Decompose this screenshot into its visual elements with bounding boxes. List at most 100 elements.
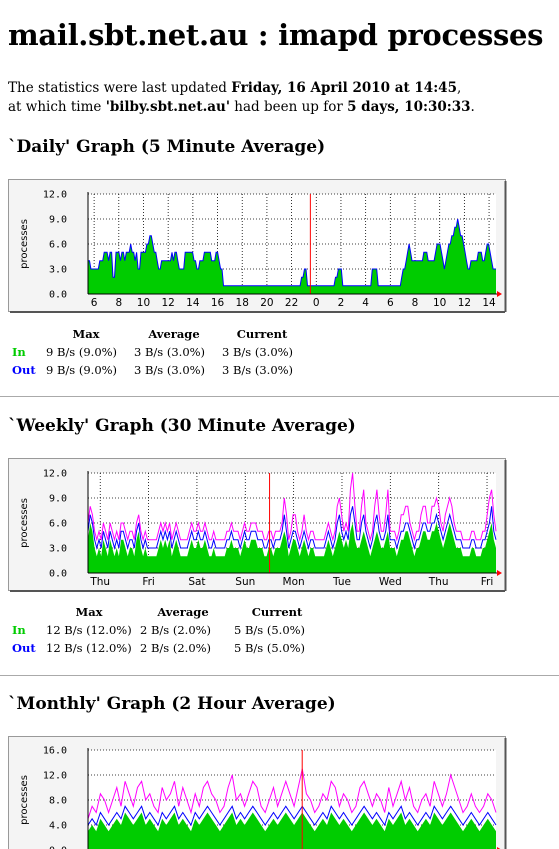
stats-in-max: 12 B/s (12.0%) (46, 623, 132, 637)
daily-stats-table: Max Average Current In 9 B/s (9.0%) 3 B/… (8, 325, 306, 379)
stats-in-average: 2 B/s (2.0%) (140, 623, 212, 637)
daily-heading: `Daily' Graph (5 Minute Average) (8, 137, 326, 157)
stats-out-current: 3 B/s (3.0%) (222, 363, 294, 377)
stats-label-out: Out (12, 363, 36, 377)
y-axis-label: processes (19, 498, 30, 548)
series-out-line (88, 218, 496, 287)
x-tick-label: Mon (283, 576, 305, 588)
x-tick-label: 12 (161, 297, 174, 309)
stats-out-max: 9 B/s (9.0%) (46, 363, 118, 377)
monthly-graph: 0.0 4.0 8.0 12.0 16.0 processes (8, 736, 507, 849)
series-max-line (87, 768, 497, 819)
x-tick-label: 2 (338, 297, 345, 309)
x-tick-label: 20 (260, 297, 273, 309)
y-tick-label: 8.0 (49, 796, 67, 807)
x-tick-label: 18 (236, 297, 249, 309)
x-tick-label: 6 (91, 297, 98, 309)
stats-in-current: 5 B/s (5.0%) (234, 623, 306, 637)
stats-out-average: 2 B/s (2.0%) (140, 641, 212, 655)
y-tick-label: 0.0 (49, 846, 67, 849)
x-tick-label: 10 (137, 297, 150, 309)
weekly-graph-svg: 0.0 3.0 6.0 9.0 12.0 processes Thu Fri Sat Sun Mon… (8, 458, 507, 592)
stats-out-average: 3 B/s (3.0%) (134, 363, 206, 377)
x-tick-label: Sun (235, 576, 255, 588)
stats-in-max: 9 B/s (9.0%) (46, 345, 118, 359)
y-tick-label: 6.0 (49, 240, 67, 251)
weekly-heading: `Weekly' Graph (30 Minute Average) (8, 416, 356, 436)
stats-header-max: Max (75, 605, 103, 619)
y-axis-label: processes (19, 219, 30, 269)
section-divider (0, 675, 559, 676)
status-mid2: at which time (8, 99, 106, 115)
x-tick-label: Fri (142, 576, 155, 588)
y-tick-label: 9.0 (49, 494, 67, 505)
stats-row-in: In 9 B/s (9.0%) 3 B/s (3.0%) 3 B/s (3.0%… (8, 343, 306, 361)
status-mid3: had been up for (230, 99, 348, 115)
stats-header-current: Current (251, 605, 303, 619)
y-tick-label: 0.0 (49, 569, 67, 580)
x-tick-label: 8 (115, 297, 122, 309)
x-tick-label: Sat (188, 576, 205, 588)
series-out-line (87, 506, 497, 550)
x-tick-label: 14 (186, 297, 200, 309)
x-tick-label: 16 (211, 297, 225, 309)
stats-in-average: 3 B/s (3.0%) (134, 345, 206, 359)
y-tick-label: 9.0 (49, 215, 67, 226)
stats-header-current: Current (236, 327, 288, 341)
stats-header-average: Average (148, 327, 200, 341)
x-tick-label: 0 (313, 297, 320, 309)
series-in-area (88, 523, 496, 573)
series-in-area (88, 219, 496, 294)
y-tick-label: 6.0 (49, 519, 67, 530)
stats-row-out: Out 12 B/s (12.0%) 2 B/s (2.0%) 5 B/s (5… (8, 639, 324, 657)
x-tick-label: Thu (428, 576, 449, 588)
status-prefix: The statistics were last updated (8, 80, 232, 96)
weekly-stats-table: Max Average Current In 12 B/s (12.0%) 2 … (8, 603, 324, 657)
page-title: mail.sbt.net.au : imapd processes (8, 18, 544, 52)
x-tick-label: 22 (285, 297, 298, 309)
stats-row-out: Out 9 B/s (9.0%) 3 B/s (3.0%) 3 B/s (3.0… (8, 361, 306, 379)
stats-header-row: Max Average Current (8, 603, 324, 621)
y-tick-label: 4.0 (49, 821, 67, 832)
y-axis-label: processes (19, 775, 30, 825)
y-tick-label: 12.0 (43, 190, 67, 201)
weekly-graph: 0.0 3.0 6.0 9.0 12.0 processes Thu Fri Sat Sun Mon… (8, 458, 507, 592)
x-tick-label: 10 (433, 297, 446, 309)
stats-label-in: In (12, 623, 26, 637)
x-tick-label: Fri (481, 576, 494, 588)
x-axis-arrow (497, 570, 502, 576)
status-updated: Friday, 16 April 2010 at 14:45 (231, 80, 457, 96)
stats-out-current: 5 B/s (5.0%) (234, 641, 306, 655)
stats-label-out: Out (12, 641, 36, 655)
stats-in-current: 3 B/s (3.0%) (222, 345, 294, 359)
stats-header-average: Average (157, 605, 209, 619)
x-axis-arrow (497, 291, 502, 297)
daily-graph: 0.0 3.0 6.0 9.0 12.0 processes 6 8 10 12 14 16 18 20 2… (8, 179, 507, 313)
section-divider (0, 396, 559, 397)
status-host: 'bilby.sbt.net.au' (105, 99, 230, 115)
y-tick-label: 3.0 (49, 544, 67, 555)
series-max-line (87, 472, 497, 542)
series-in-area (88, 812, 496, 849)
y-tick-label: 0.0 (49, 290, 67, 301)
monthly-heading: `Monthly' Graph (2 Hour Average) (8, 694, 336, 714)
y-tick-label: 12.0 (43, 771, 67, 782)
status-text: The statistics were last updated Friday,… (8, 79, 475, 117)
series-out-line (87, 805, 497, 827)
x-tick-label: Wed (379, 576, 402, 588)
x-tick-label: 14 (482, 297, 496, 309)
stats-label-in: In (12, 345, 26, 359)
status-suffix: . (470, 99, 475, 115)
x-tick-label: 4 (362, 297, 369, 309)
x-tick-label: Thu (89, 576, 110, 588)
y-tick-label: 12.0 (43, 469, 67, 480)
stats-header-row: Max Average Current (8, 325, 306, 343)
x-tick-label: Tue (332, 576, 351, 588)
x-tick-label: 8 (412, 297, 419, 309)
x-tick-label: 12 (458, 297, 471, 309)
stats-out-max: 12 B/s (12.0%) (46, 641, 132, 655)
x-tick-label: 6 (387, 297, 394, 309)
monthly-graph-svg: 0.0 4.0 8.0 12.0 16.0 processes (8, 736, 507, 849)
status-uptime: 5 days, 10:30:33 (347, 99, 471, 115)
